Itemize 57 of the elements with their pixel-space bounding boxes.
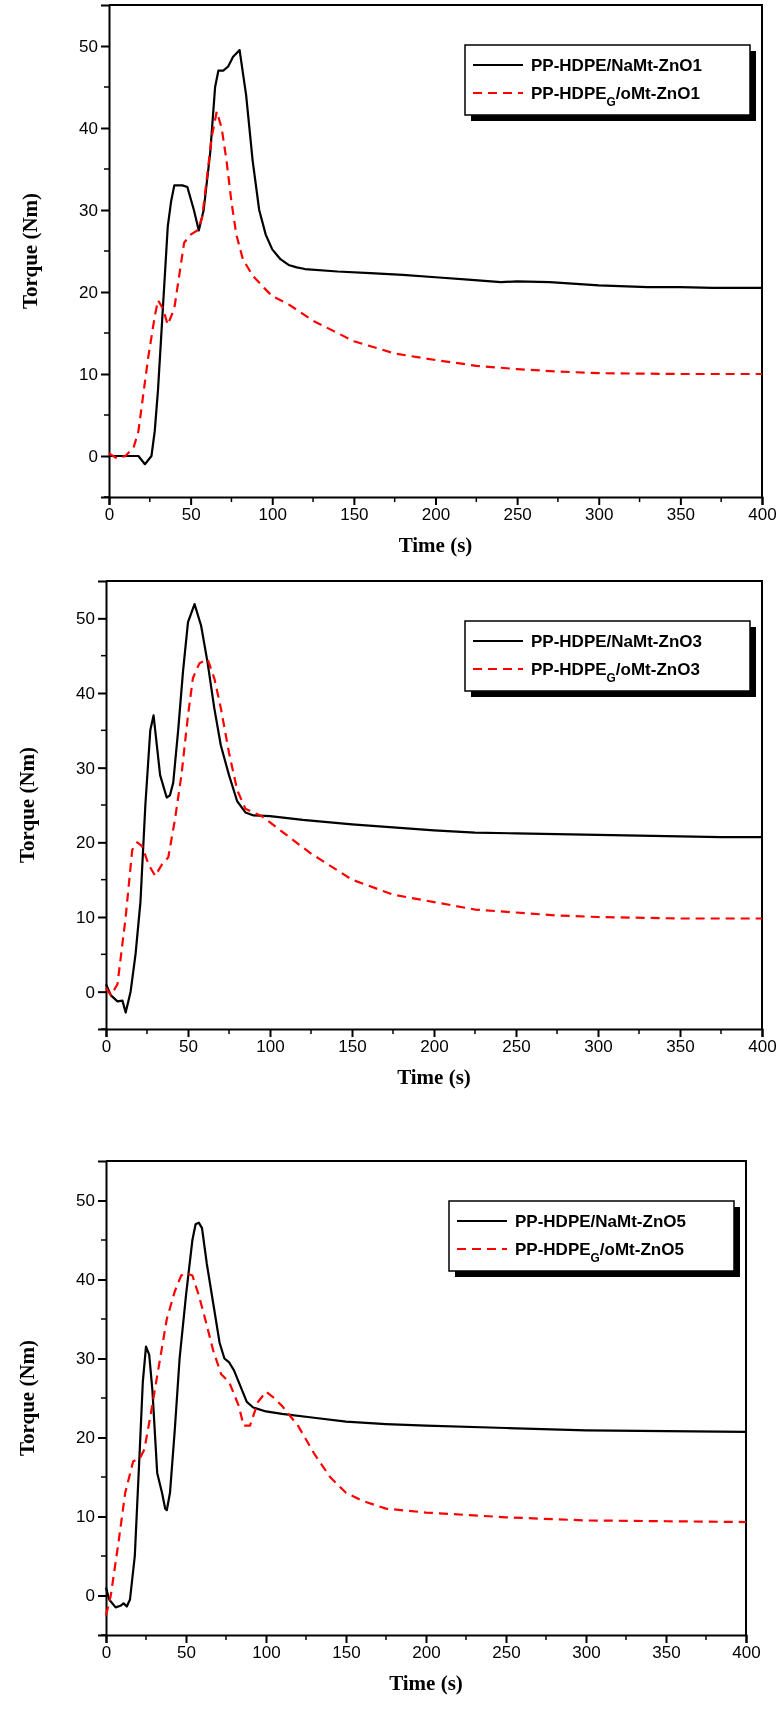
- y-tick-label: 30: [79, 200, 98, 220]
- x-tick-label: 200: [421, 505, 451, 525]
- legend-label: PP-HDPE$_{G}$/oMt-ZnO5: [515, 1240, 684, 1265]
- x-tick-label: 300: [584, 1037, 613, 1057]
- y-tick-label: 50: [79, 36, 98, 56]
- x-tick-label: 150: [338, 1037, 367, 1057]
- y-tick-label: 0: [88, 446, 98, 466]
- legend-label: PP-HDPE/NaMt-ZnO5: [515, 1212, 686, 1231]
- y-axis-title: Torque (Nm): [15, 746, 39, 864]
- y-tick-label: 40: [76, 1270, 95, 1290]
- x-tick-label: 0: [101, 1643, 112, 1663]
- x-tick-label: 300: [585, 505, 614, 525]
- x-tick-label: 350: [652, 1643, 681, 1663]
- x-axis-title: Time (s): [398, 533, 473, 557]
- x-tick-label: 400: [748, 505, 777, 525]
- x-tick-label: 100: [252, 1643, 281, 1663]
- y-axis-title: Torque (Nm): [18, 192, 42, 310]
- y-tick-label: 0: [85, 1586, 95, 1606]
- x-tick-label: 0: [101, 1037, 112, 1057]
- y-tick-label: 10: [79, 364, 98, 384]
- y-tick-label: 50: [76, 1191, 95, 1211]
- y-tick-label: 10: [76, 1507, 95, 1527]
- y-tick-label: 10: [76, 907, 95, 927]
- x-tick-label: 250: [502, 1037, 531, 1057]
- legend-label: PP-HDPE/NaMt-ZnO3: [531, 632, 702, 651]
- y-tick-label: 40: [79, 118, 98, 138]
- y-tick-label: 20: [79, 282, 98, 302]
- x-tick-label: 150: [332, 1643, 361, 1663]
- y-tick-label: 20: [76, 1428, 95, 1448]
- y-tick-label: 30: [76, 1349, 95, 1369]
- x-tick-label: 400: [732, 1643, 761, 1663]
- x-tick-label: 250: [503, 505, 532, 525]
- x-tick-label: 400: [748, 1037, 777, 1057]
- x-tick-label: 350: [666, 505, 696, 525]
- x-tick-label: 300: [572, 1643, 601, 1663]
- x-tick-label: 350: [666, 1037, 695, 1057]
- x-tick-label: 100: [256, 1037, 285, 1057]
- y-tick-label: 40: [76, 683, 95, 703]
- x-tick-label: 50: [181, 505, 201, 525]
- x-tick-label: 250: [492, 1643, 521, 1663]
- x-tick-label: 200: [420, 1037, 449, 1057]
- y-tick-label: 50: [76, 609, 95, 629]
- x-tick-label: 0: [104, 505, 115, 525]
- legend-label: PP-HDPE$_{G}$/oMt-ZnO3: [531, 660, 700, 685]
- x-tick-label: 100: [258, 505, 287, 525]
- y-axis-title: Torque (Nm): [15, 1339, 39, 1457]
- legend-label: PP-HDPE$_{G}$/oMt-ZnO1: [531, 84, 700, 109]
- y-tick-label: 30: [76, 758, 95, 778]
- x-axis-title: Time (s): [397, 1065, 471, 1089]
- x-tick-label: 50: [177, 1643, 196, 1663]
- y-tick-label: 20: [76, 833, 95, 853]
- x-tick-label: 200: [412, 1643, 441, 1663]
- x-tick-label: 150: [340, 505, 369, 525]
- x-axis-title: Time (s): [389, 1671, 463, 1695]
- legend-label: PP-HDPE/NaMt-ZnO1: [531, 56, 702, 75]
- y-tick-label: 0: [85, 982, 95, 1002]
- x-tick-label: 50: [179, 1037, 198, 1057]
